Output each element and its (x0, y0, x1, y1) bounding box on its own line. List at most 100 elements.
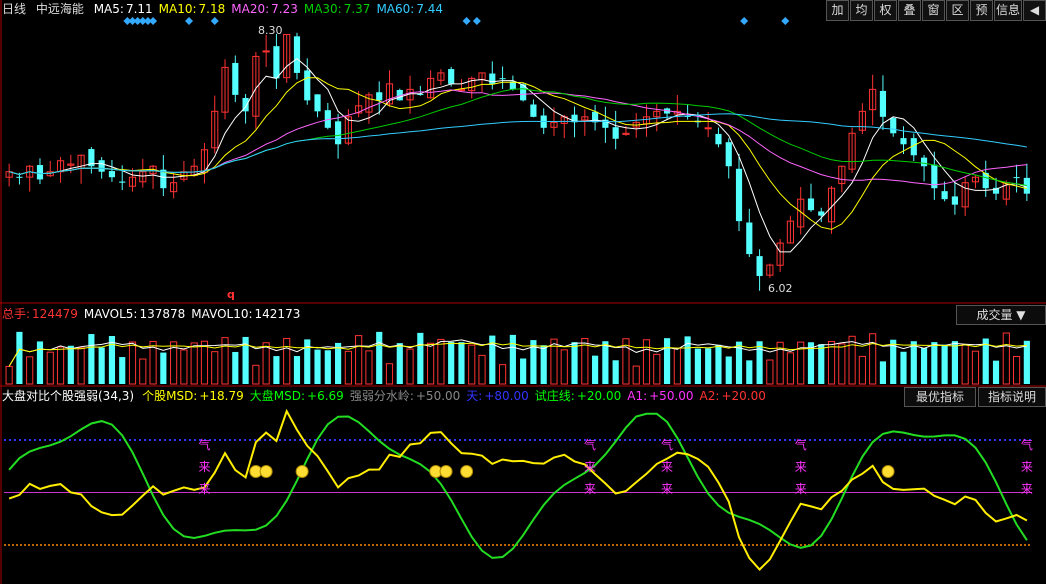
market-msd-line (8, 412, 1028, 559)
ma-item-0: MA5: 7.11 (94, 2, 153, 16)
stock-name: 中远海能 (35, 2, 84, 16)
volume-bar (530, 340, 537, 384)
volume-bar (190, 342, 198, 385)
ma-item-label: MA30: (303, 2, 342, 16)
period-label: 日线 (2, 2, 27, 16)
volume-panel[interactable] (5, 331, 1030, 385)
volume-bar (88, 334, 95, 384)
high-price-label: 8.30 (258, 24, 283, 37)
indicator-help-button[interactable]: 指标说明 (978, 387, 1046, 407)
toolbar-button-2[interactable]: 权 (874, 0, 897, 21)
candle-up (365, 94, 373, 113)
volume-bar (417, 332, 424, 384)
signal-diamond (123, 17, 132, 25)
volume-bar (1023, 340, 1030, 384)
volume-bar (242, 336, 249, 384)
candle-up (961, 182, 969, 208)
volume-bar (211, 351, 219, 385)
candle-up (283, 33, 291, 79)
toolbar-button-5[interactable]: 区 (946, 0, 969, 21)
candle-up (262, 50, 270, 53)
candle-up (766, 264, 774, 276)
indicator-item-value: +20.00 (721, 389, 766, 403)
candle-down (417, 94, 424, 96)
toolbar-button-3[interactable]: 叠 (898, 0, 921, 21)
volume-bar (98, 347, 105, 384)
volume-item-0: 总手: 124479 (2, 307, 78, 321)
candle-up (139, 171, 147, 183)
toolbar-button-8[interactable]: ◀ (1023, 0, 1046, 21)
indicator-item-label: 试庄线: (534, 389, 575, 403)
smiley-icon (881, 465, 895, 478)
toolbar-button-0[interactable]: 加 (826, 0, 849, 21)
volume-bar (385, 363, 394, 385)
ma-item-4: MA60: 7.44 (376, 2, 443, 16)
indicator-item-7: A2: +20.00 (700, 389, 766, 403)
toolbar-button-4[interactable]: 窗 (922, 0, 945, 21)
ma-line (8, 77, 1028, 230)
toolbar-button-6[interactable]: 预 (970, 0, 993, 21)
volume-bar (119, 357, 126, 384)
volume-bar (489, 335, 496, 384)
signal-label: 来 (795, 482, 807, 496)
candle-down (1023, 177, 1030, 194)
volume-bar (786, 352, 795, 385)
signal-diamond (149, 17, 158, 25)
candle-up (653, 110, 661, 118)
toolbar-button-7[interactable]: 信息 (994, 0, 1022, 21)
volume-legend: 总手: 124479 MAVOL5: 137878 MAVOL10: 142173 (2, 305, 306, 323)
signal-diamond (462, 17, 471, 25)
best-indicator-button[interactable]: 最优指标 (904, 387, 976, 407)
indicator-item-label: 天: (466, 389, 483, 403)
price-legend: 日线 中远海能 MA5: 7.11 MA10: 7.18 MA20: 7.23 MA30: 7… (2, 0, 455, 18)
volume-bar (642, 339, 651, 385)
indicator-item-label: 强弱分水岭: (349, 389, 414, 403)
candle-up (427, 77, 435, 99)
indicator-item-5: 试庄线: +20.00 (535, 389, 621, 403)
candle-down (304, 70, 311, 101)
volume-bar (653, 353, 661, 385)
volume-bar (232, 351, 239, 384)
candle-down (88, 149, 95, 167)
volume-bar (694, 348, 701, 384)
candle-up (437, 72, 445, 81)
volume-bar (520, 358, 527, 384)
volume-bar (684, 336, 691, 384)
candle-up (355, 105, 363, 114)
volume-bar (458, 342, 465, 384)
candle-down (489, 73, 496, 84)
volume-item-1: MAVOL5: 137878 (84, 307, 185, 321)
indicator-item-4: 天: +80.00 (466, 389, 528, 403)
volume-indicator-select[interactable]: 成交量 ▼ (956, 305, 1046, 325)
volume-bar (1012, 356, 1021, 385)
volume-bar (283, 337, 291, 385)
price-panel[interactable] (5, 17, 1030, 291)
chevron-down-icon: ▼ (1016, 308, 1026, 322)
signal-diamond (210, 17, 219, 25)
volume-bar (396, 343, 403, 384)
volume-bar (273, 356, 280, 384)
candle-down (530, 104, 537, 117)
candle-down (520, 84, 527, 101)
smiley-icon (259, 465, 273, 478)
indicator-item-value: +50.00 (415, 389, 461, 403)
volume-bar (376, 331, 383, 384)
volume-bar (335, 342, 342, 384)
volume-bar (5, 365, 13, 385)
volume-bar (221, 337, 229, 385)
volume-bar (848, 335, 856, 385)
ma-item-value: 7.23 (271, 2, 298, 16)
indicator-item-3: 强弱分水岭: +50.00 (350, 389, 460, 403)
candle-down (448, 69, 455, 84)
volume-bar (200, 340, 209, 385)
volume-bar (170, 341, 178, 385)
candle-up (385, 83, 394, 105)
volume-bar (766, 359, 774, 385)
mavol-line (8, 339, 1027, 367)
candle-up (344, 116, 352, 144)
toolbar-button-1[interactable]: 均 (850, 0, 873, 21)
candle-up (704, 127, 712, 130)
